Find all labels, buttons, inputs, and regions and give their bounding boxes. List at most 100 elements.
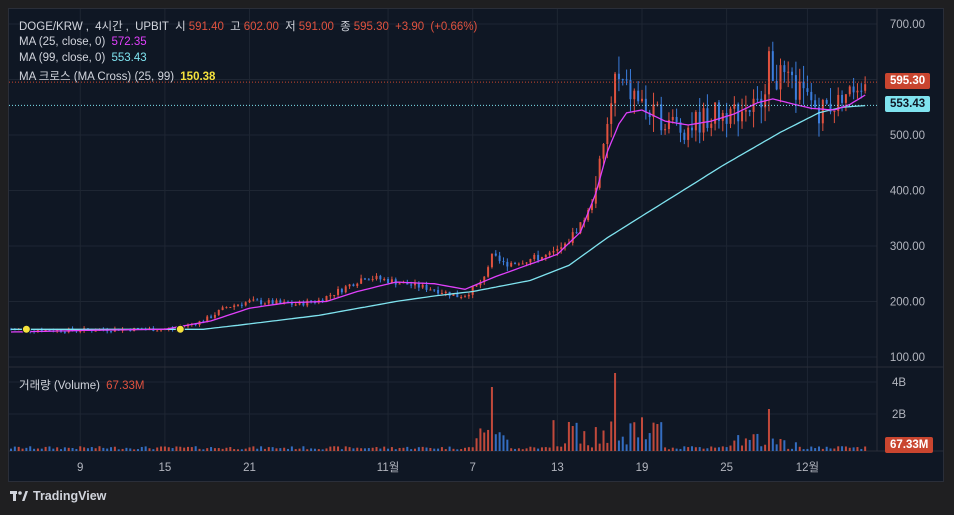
- volume-bar: [398, 447, 401, 451]
- volume-bar: [248, 447, 251, 451]
- candle-body: [714, 102, 717, 124]
- volume-bar: [817, 446, 820, 451]
- volume-tag: 67.33M: [885, 437, 934, 453]
- volume-bar: [656, 424, 659, 451]
- candle-body: [756, 98, 759, 100]
- volume-bar: [844, 446, 847, 451]
- candle-body: [706, 108, 709, 128]
- candle-body: [552, 251, 555, 253]
- volume-legend[interactable]: 거래량 (Volume) 67.33M: [19, 380, 145, 392]
- candle-body: [452, 293, 455, 296]
- close-value: 595.30: [353, 21, 389, 33]
- candle-body: [267, 300, 270, 304]
- candle-body: [225, 307, 228, 309]
- volume-bar: [779, 438, 782, 451]
- candle-body: [533, 254, 536, 260]
- volume-bar: [275, 448, 278, 451]
- candle-body: [398, 283, 401, 285]
- volume-bar: [186, 446, 189, 451]
- volume-bar: [614, 373, 617, 451]
- symbol-label: DOGE/KRW: [19, 21, 83, 33]
- candle-body: [390, 279, 393, 284]
- volume-bar: [448, 446, 451, 451]
- volume-bar: [394, 449, 397, 451]
- volume-bar: [175, 446, 178, 451]
- volume-bar: [725, 447, 728, 451]
- volume-bar: [67, 447, 70, 451]
- candle-body: [837, 94, 840, 112]
- candle-body: [517, 263, 520, 265]
- candle-body: [787, 71, 790, 73]
- ma-cross-legend[interactable]: MA 크로스 (MA Cross) (25, 99) 150.38: [19, 71, 216, 83]
- volume-bar: [744, 438, 747, 451]
- volume-tick-label: 2B: [892, 409, 906, 421]
- candle-body: [429, 289, 432, 291]
- candle-body: [852, 86, 855, 93]
- candle-body: [791, 71, 794, 76]
- chart-frame[interactable]: 700.00600.00500.00400.00300.00200.00100.…: [8, 8, 944, 482]
- candle-body: [94, 330, 97, 332]
- volume-bar: [56, 447, 59, 451]
- candle-body: [410, 284, 413, 286]
- candle-body: [352, 284, 355, 287]
- volume-bar: [244, 448, 247, 451]
- price-tick-label: 200.00: [890, 297, 925, 309]
- change-pct-value: (+0.66%): [430, 21, 478, 33]
- volume-bar: [90, 447, 93, 451]
- volume-bar: [675, 448, 678, 451]
- candle-body: [298, 301, 301, 305]
- candle-body: [625, 79, 628, 81]
- volume-bar: [494, 434, 497, 451]
- candle-body: [456, 293, 459, 298]
- tradingview-logo[interactable]: TradingView: [10, 489, 106, 503]
- candle-body: [464, 296, 467, 298]
- candle-body: [521, 263, 524, 265]
- volume-bar: [640, 417, 643, 451]
- volume-bar: [467, 447, 470, 451]
- ma99-legend[interactable]: MA (99, close, 0) 553.43: [19, 52, 147, 64]
- candle-body: [687, 127, 690, 140]
- volume-bar: [317, 449, 320, 451]
- volume-bar: [829, 448, 832, 451]
- volume-bar: [502, 435, 505, 451]
- tradingview-name: TradingView: [33, 489, 107, 503]
- volume-bar: [791, 448, 794, 451]
- volume-bar: [71, 447, 74, 451]
- volume-bar: [510, 448, 513, 451]
- volume-bar: [17, 446, 20, 451]
- candle-body: [421, 284, 424, 288]
- candle-body: [283, 301, 286, 303]
- volume-bar: [556, 446, 559, 451]
- volume-bar: [710, 446, 713, 451]
- volume-bar: [575, 422, 578, 451]
- ma25-legend[interactable]: MA (25, close, 0) 572.35: [19, 36, 147, 48]
- volume-bar: [340, 449, 343, 451]
- volume-bar: [256, 448, 259, 451]
- volume-bar: [506, 439, 509, 451]
- candle-body: [379, 275, 382, 280]
- price-tick-label: 500.00: [890, 130, 925, 142]
- candle-body: [263, 303, 266, 305]
- chart-canvas[interactable]: 700.00600.00500.00400.00300.00200.00100.…: [9, 9, 943, 481]
- candle-body: [156, 330, 159, 332]
- candle-body: [440, 293, 443, 295]
- candle-body: [260, 300, 263, 305]
- volume-bar: [194, 446, 197, 451]
- candle-body: [425, 284, 428, 290]
- time-tick-label: 12월: [796, 461, 819, 474]
- interval-label: 4시간: [95, 21, 123, 33]
- volume-bar: [60, 449, 63, 451]
- volume-bar: [140, 446, 143, 451]
- ma-cross-value: 150.38: [180, 71, 216, 83]
- candle-body: [664, 129, 667, 131]
- volume-bar: [113, 446, 116, 451]
- volume-bar: [841, 446, 844, 451]
- candle-body: [383, 278, 386, 280]
- volume-bar: [379, 448, 382, 451]
- candle-body: [798, 81, 801, 100]
- candle-body: [306, 300, 309, 306]
- volume-bar: [787, 448, 790, 451]
- volume-bar: [771, 438, 774, 451]
- volume-bar: [156, 447, 159, 451]
- volume-bar: [36, 448, 39, 451]
